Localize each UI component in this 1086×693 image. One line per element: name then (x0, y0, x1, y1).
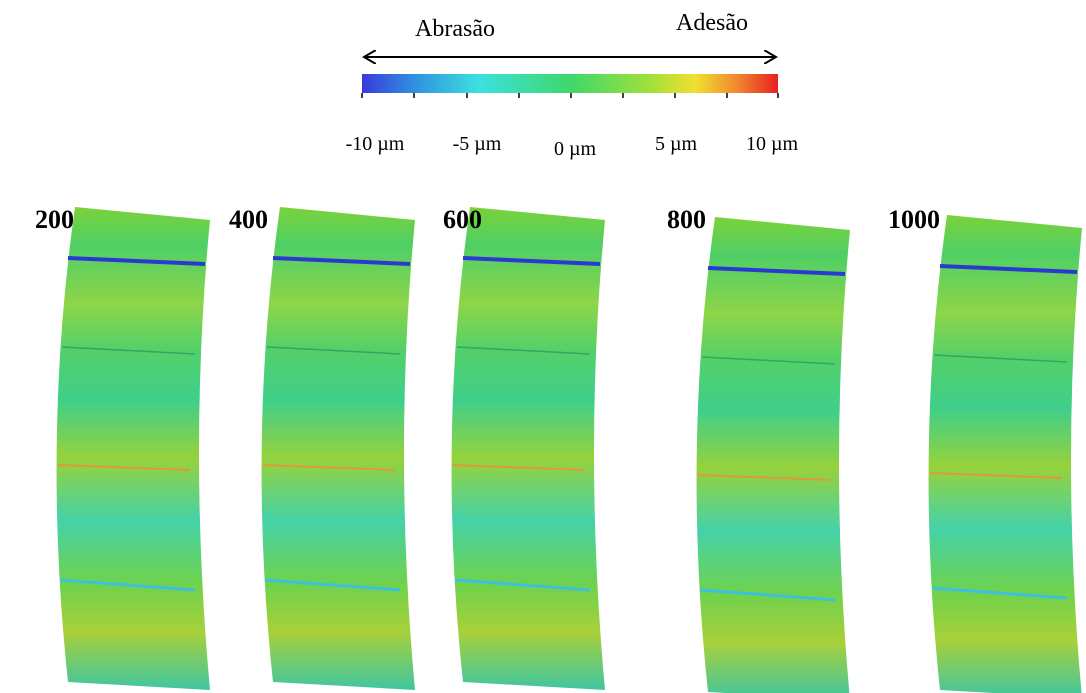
panel-label: 600 (443, 205, 482, 234)
strip-image (929, 215, 1082, 693)
scale-tick: -5 µm (453, 133, 502, 155)
panel-label: 1000 (888, 205, 940, 234)
strip-image (697, 217, 850, 693)
colorbar (362, 74, 778, 93)
right-label: Adesão (676, 10, 748, 36)
scale-tick: 5 µm (655, 133, 698, 155)
colorbar-ticks (362, 93, 778, 98)
left-label: Abrasão (415, 16, 495, 42)
strip-image (57, 207, 210, 690)
scale-tick: 10 µm (746, 133, 799, 155)
strip-image (452, 207, 605, 690)
figure: Abrasão Adesão -10 µm -5 µm 0 µm 5 µm 10… (0, 0, 1086, 693)
panel-label: 200 (35, 205, 74, 234)
panel-label: 800 (667, 205, 706, 234)
scale-tick: 0 µm (554, 138, 597, 160)
strip-image (262, 207, 415, 690)
panel-label: 400 (229, 205, 268, 234)
scale-tick: -10 µm (346, 133, 405, 155)
